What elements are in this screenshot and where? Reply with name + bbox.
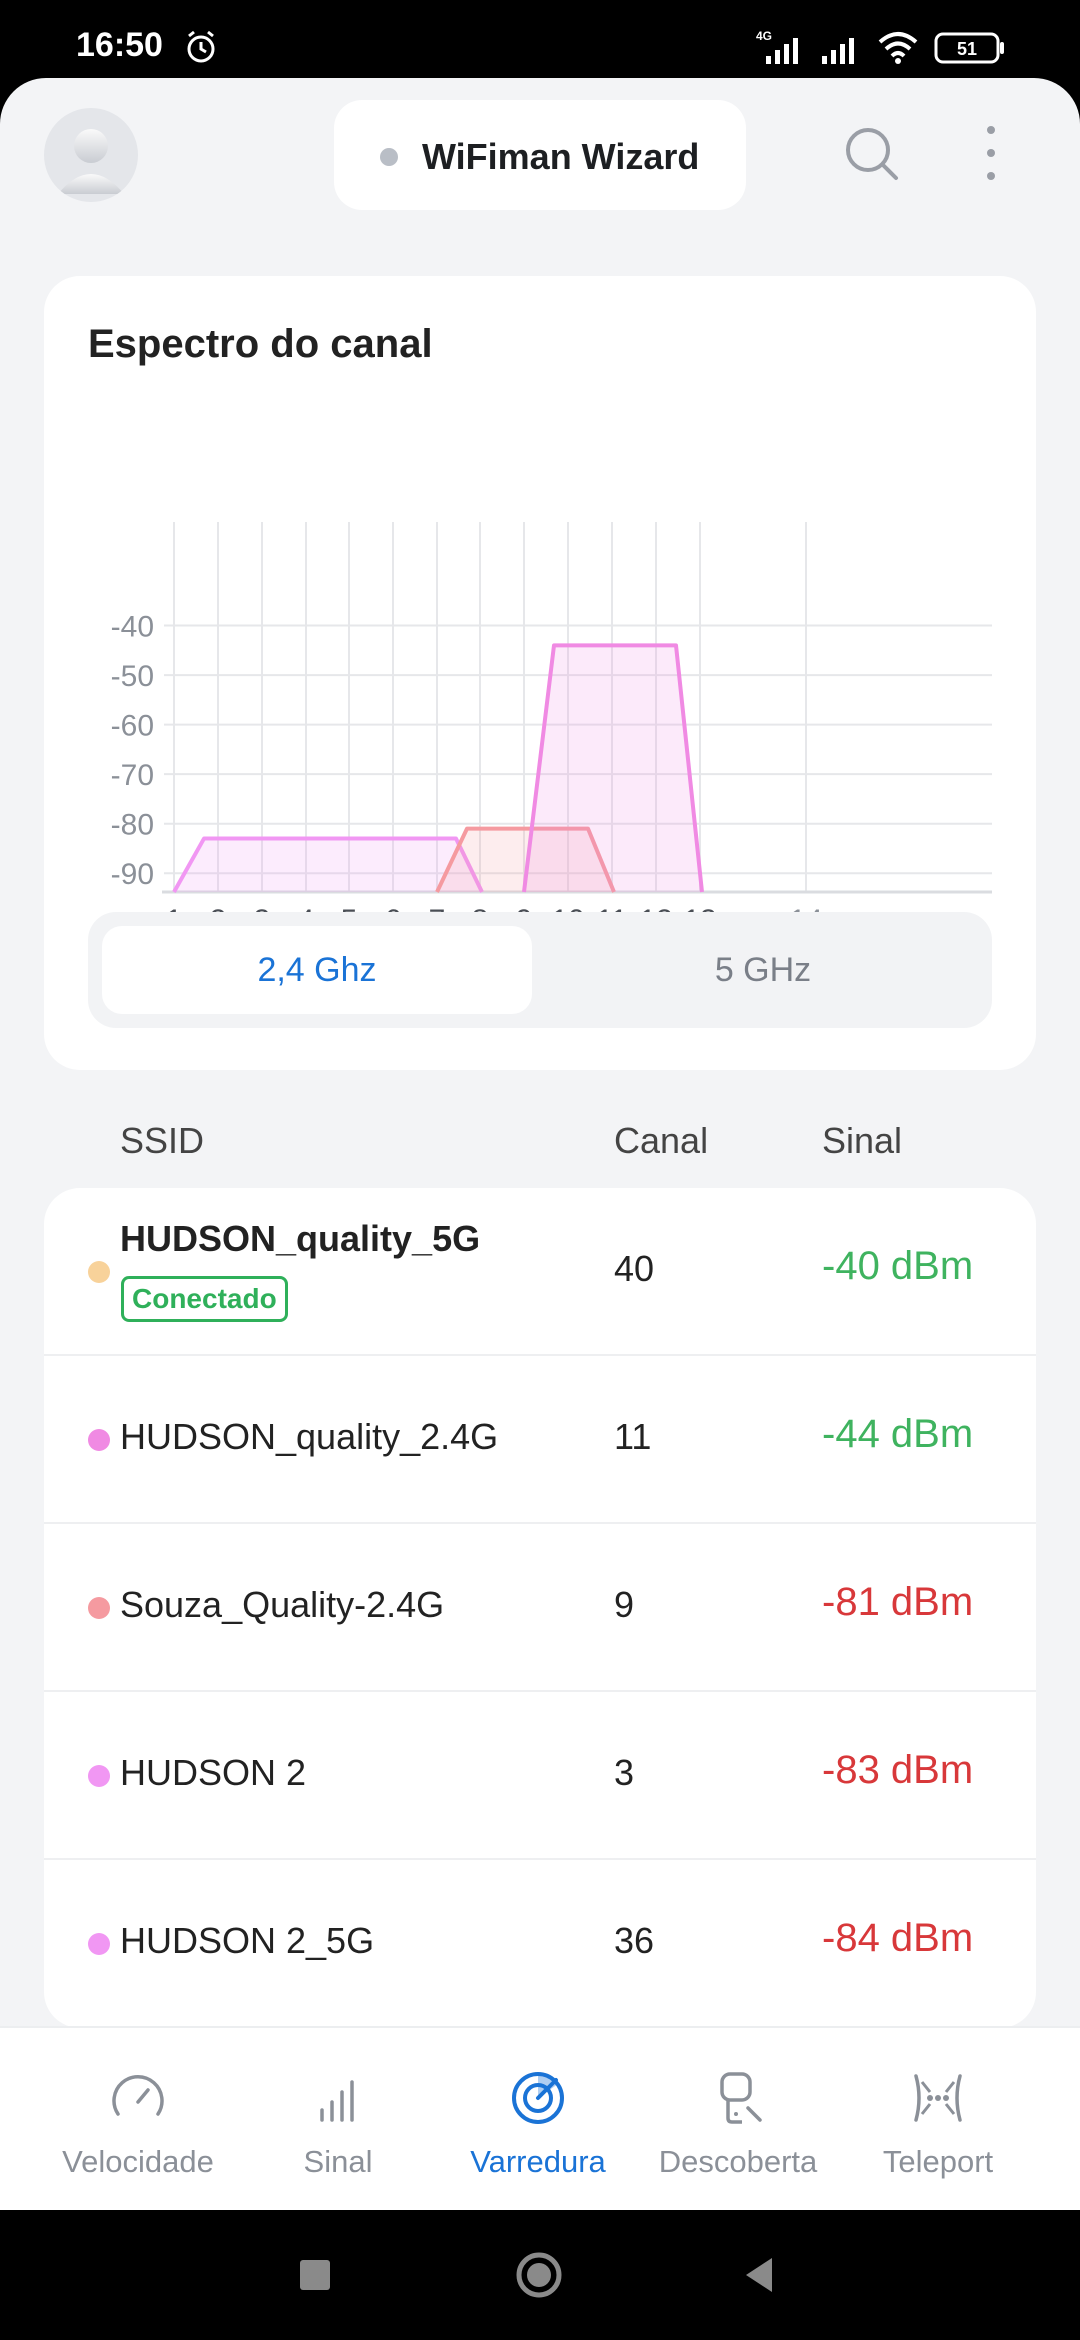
network-row[interactable]: HUDSON 2 3 -83 dBm [44, 1692, 1036, 1860]
system-nav-bar [0, 2210, 1080, 2340]
y-tick-label: -80 [111, 809, 154, 842]
channel-line [435, 826, 616, 893]
network-signal: -81 dBm [822, 1580, 974, 1624]
column-header-signal[interactable]: Sinal [822, 1120, 903, 1161]
network-signal: -40 dBm [822, 1244, 974, 1288]
network-row[interactable]: HUDSON_quality_2.4G 11 -44 dBm [44, 1356, 1036, 1524]
network-row[interactable]: Souza_Quality-2.4G 9 -81 dBm [44, 1524, 1036, 1692]
column-header-ssid[interactable]: SSID [120, 1120, 205, 1161]
network-color-dot [88, 1765, 110, 1787]
channel-area [437, 828, 614, 892]
network-color-dot [88, 1429, 110, 1451]
network-list: HUDSON_quality_5G Conectado 40 -40 dBm H… [44, 1188, 1036, 2028]
network-channel: 9 [614, 1584, 635, 1625]
network-channel: 40 [614, 1248, 655, 1289]
y-tick-label: -60 [111, 710, 154, 743]
search-icon[interactable] [840, 122, 904, 186]
channel-area [524, 645, 702, 892]
user-avatar-icon [58, 129, 124, 194]
channel-line [172, 836, 484, 893]
network-row[interactable]: HUDSON_quality_5G Conectado 40 -40 dBm [44, 1188, 1036, 1356]
network-ssid: Souza_Quality-2.4G [120, 1584, 445, 1625]
speedometer-icon [112, 2074, 164, 2116]
battery-icon: 51 [934, 32, 1004, 64]
app-header: WiFiman Wizard [0, 78, 1080, 238]
mobile-signal-icon [822, 38, 854, 64]
connected-badge: Conectado [121, 1276, 288, 1322]
network-color-dot [88, 1933, 110, 1955]
home-icon[interactable] [514, 2250, 564, 2300]
device-discovery-icon [720, 2072, 762, 2124]
column-header-channel[interactable]: Canal [614, 1120, 709, 1161]
bottom-nav: Velocidade Sinal Varredura De [0, 2026, 1080, 2210]
network-channel: 3 [614, 1752, 635, 1793]
channel-area [174, 838, 482, 892]
nav-label: Sinal [303, 2144, 373, 2179]
nav-item-descoberta[interactable]: Descoberta [638, 2028, 838, 2210]
tab-2-4ghz[interactable]: 2,4 Ghz [102, 926, 532, 1014]
wizard-status-dot [380, 148, 398, 166]
network-signal: -84 dBm [822, 1916, 974, 1960]
channel-line [522, 643, 704, 893]
app-title-pill[interactable]: WiFiman Wizard [334, 100, 746, 210]
nav-item-velocidade[interactable]: Velocidade [38, 2028, 238, 2210]
back-icon[interactable] [736, 2250, 786, 2300]
mobile-signal-4g-icon: 4G [756, 29, 798, 64]
nav-label: Teleport [882, 2144, 994, 2179]
wifi-status-icon [878, 32, 918, 64]
teleport-icon [914, 2074, 962, 2122]
channel-spectrum-card: Espectro do canal -40-50-60-70-80-901234… [44, 276, 1036, 1070]
signal-bars-icon [320, 2080, 354, 2122]
app-screen: WiFiman Wizard Espectro do canal -40 -50 -… [0, 78, 1080, 2210]
network-channel: 11 [614, 1416, 652, 1457]
y-tick-label: -40 [111, 611, 154, 644]
network-signal: -44 dBm [822, 1412, 974, 1456]
status-time: 16:50 [76, 26, 163, 64]
network-color-dot [88, 1261, 110, 1283]
tab-5ghz[interactable]: 5 GHz [714, 951, 812, 989]
network-ssid: HUDSON_quality_5G [120, 1218, 481, 1259]
nav-item-sinal[interactable]: Sinal [238, 2028, 438, 2210]
radar-scan-icon [512, 2072, 564, 2124]
channel-spectrum-chart: -40-50-60-70-80-901234567891011121314 [111, 522, 992, 916]
chart-title: Espectro do canal [88, 322, 433, 366]
network-color-dot [88, 1597, 110, 1619]
y-tick-label: -50 [111, 660, 154, 693]
nav-item-teleport[interactable]: Teleport [838, 2028, 1038, 2210]
nav-label: Varredura [470, 2144, 606, 2179]
recent-apps-icon[interactable] [290, 2250, 340, 2300]
network-row[interactable]: HUDSON 2_5G 36 -84 dBm [44, 1860, 1036, 2028]
nav-label: Velocidade [62, 2144, 214, 2179]
app-title: WiFiman Wizard [422, 136, 700, 177]
alarm-clock-icon [187, 30, 215, 63]
network-ssid: HUDSON_quality_2.4G [120, 1416, 499, 1457]
nav-item-varredura[interactable]: Varredura [438, 2028, 638, 2210]
y-tick-label: -70 [111, 759, 154, 792]
avatar[interactable] [44, 108, 138, 202]
network-type-label: 4G [756, 29, 772, 43]
y-tick-label: -90 [111, 858, 154, 891]
nav-label: Descoberta [658, 2144, 818, 2179]
band-toggle: 2,4 Ghz 5 GHz [88, 912, 992, 1028]
network-channel: 36 [614, 1920, 655, 1961]
network-ssid: HUDSON 2_5G [120, 1920, 375, 1961]
network-signal: -83 dBm [822, 1748, 974, 1792]
network-ssid: HUDSON 2 [120, 1752, 307, 1793]
more-options-icon[interactable] [976, 120, 1006, 186]
battery-level: 51 [957, 39, 977, 59]
status-bar: 16:50 4G 51 [0, 0, 1080, 78]
